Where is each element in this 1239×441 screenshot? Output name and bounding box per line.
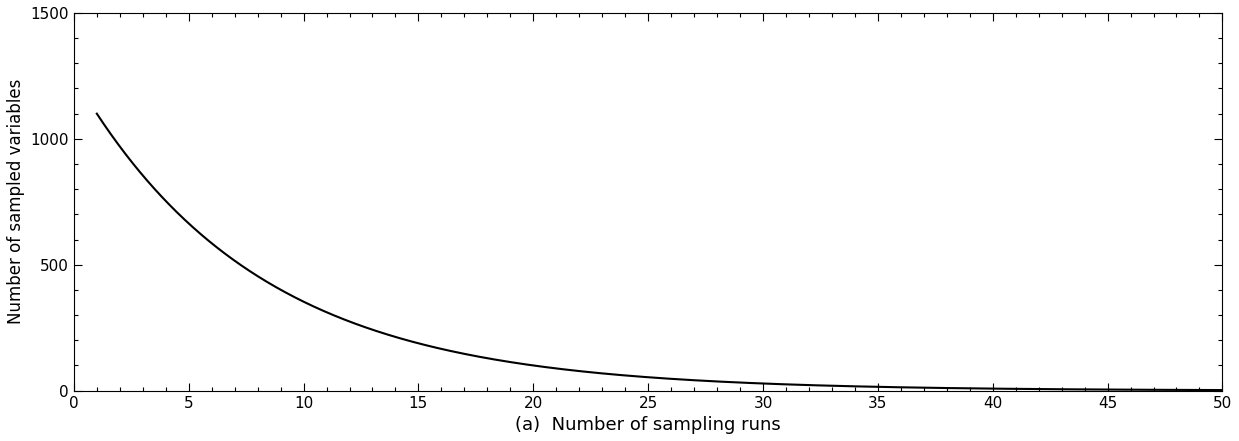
X-axis label: (a)  Number of sampling runs: (a) Number of sampling runs xyxy=(515,416,781,434)
Y-axis label: Number of sampled variables: Number of sampled variables xyxy=(7,79,25,325)
